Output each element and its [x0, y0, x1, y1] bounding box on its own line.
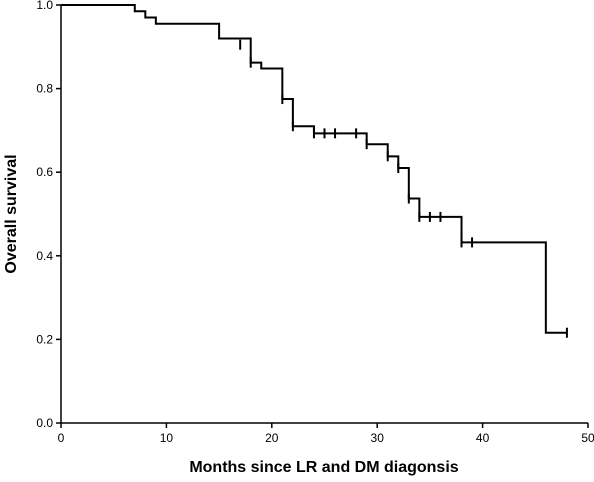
x-tick-label: 0 — [58, 431, 65, 445]
survival-curve — [61, 4, 567, 334]
survival-step-line — [61, 4, 567, 334]
x-tick-label: 20 — [265, 431, 279, 445]
x-axis-title: Months since LR and DM diagonsis — [189, 459, 458, 476]
y-axis-title: Overall survival — [3, 154, 20, 273]
y-tick-label: 0.0 — [36, 416, 53, 430]
y-tick-label: 1.0 — [36, 0, 53, 12]
y-tick-label: 0.2 — [36, 332, 53, 346]
x-tick-label: 30 — [371, 431, 385, 445]
x-ticks: 0 10 20 30 40 50 — [58, 423, 594, 445]
axes — [60, 5, 588, 424]
x-tick-label: 40 — [476, 431, 490, 445]
y-tick-label: 0.4 — [36, 249, 53, 263]
y-tick-label: 0.8 — [36, 82, 53, 96]
y-tick-label: 0.6 — [36, 165, 53, 179]
x-tick-label: 50 — [581, 431, 594, 445]
x-tick-label: 10 — [160, 431, 174, 445]
y-ticks: 0.0 0.2 0.4 0.6 0.8 1.0 — [36, 0, 61, 430]
censor-marks — [239, 39, 568, 338]
